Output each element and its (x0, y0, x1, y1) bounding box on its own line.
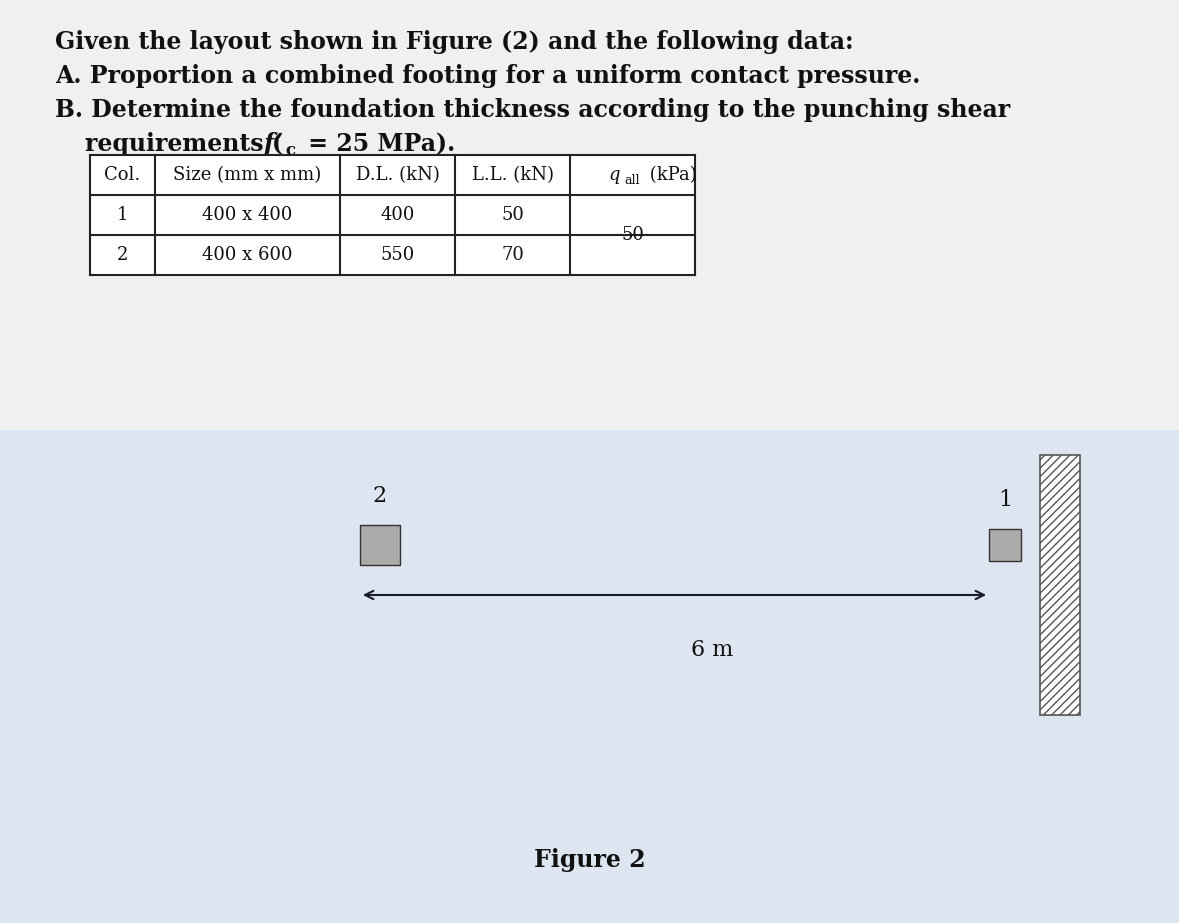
Text: 70: 70 (501, 246, 523, 264)
Text: requirements (: requirements ( (85, 132, 283, 156)
Bar (0, 430, 1179, 923)
Bar (1040, 455, 1080, 715)
Text: 400 x 400: 400 x 400 (203, 206, 292, 224)
Text: Figure 2: Figure 2 (534, 848, 646, 872)
Text: q: q (608, 166, 620, 184)
Text: D.L. (kN): D.L. (kN) (356, 166, 440, 184)
Text: 50: 50 (621, 226, 644, 244)
Text: 1: 1 (117, 206, 129, 224)
Text: 1: 1 (997, 489, 1012, 511)
Text: B. Determine the foundation thickness according to the punching shear: B. Determine the foundation thickness ac… (55, 98, 1010, 122)
Text: all: all (625, 174, 640, 186)
Text: 550: 550 (381, 246, 415, 264)
Text: 50: 50 (501, 206, 523, 224)
Text: 2: 2 (117, 246, 129, 264)
Text: A. Proportion a combined footing for a uniform contact pressure.: A. Proportion a combined footing for a u… (55, 64, 921, 88)
Bar (90, 155, 694, 275)
Bar (989, 529, 1021, 561)
Text: c: c (285, 142, 295, 159)
Bar (360, 525, 400, 565)
Text: L.L. (kN): L.L. (kN) (472, 166, 553, 184)
Text: Size (mm x mm): Size (mm x mm) (173, 166, 322, 184)
Text: Col.: Col. (105, 166, 140, 184)
Text: (kPa): (kPa) (645, 166, 697, 184)
Text: 2: 2 (373, 485, 387, 507)
Text: 6 m: 6 m (691, 639, 733, 661)
Text: 400 x 600: 400 x 600 (203, 246, 292, 264)
Bar (0, 0, 1179, 430)
Text: Given the layout shown in Figure (2) and the following data:: Given the layout shown in Figure (2) and… (55, 30, 854, 54)
Text: f’: f’ (263, 132, 283, 156)
Text: 400: 400 (381, 206, 415, 224)
Text: = 25 MPa).: = 25 MPa). (299, 132, 455, 156)
